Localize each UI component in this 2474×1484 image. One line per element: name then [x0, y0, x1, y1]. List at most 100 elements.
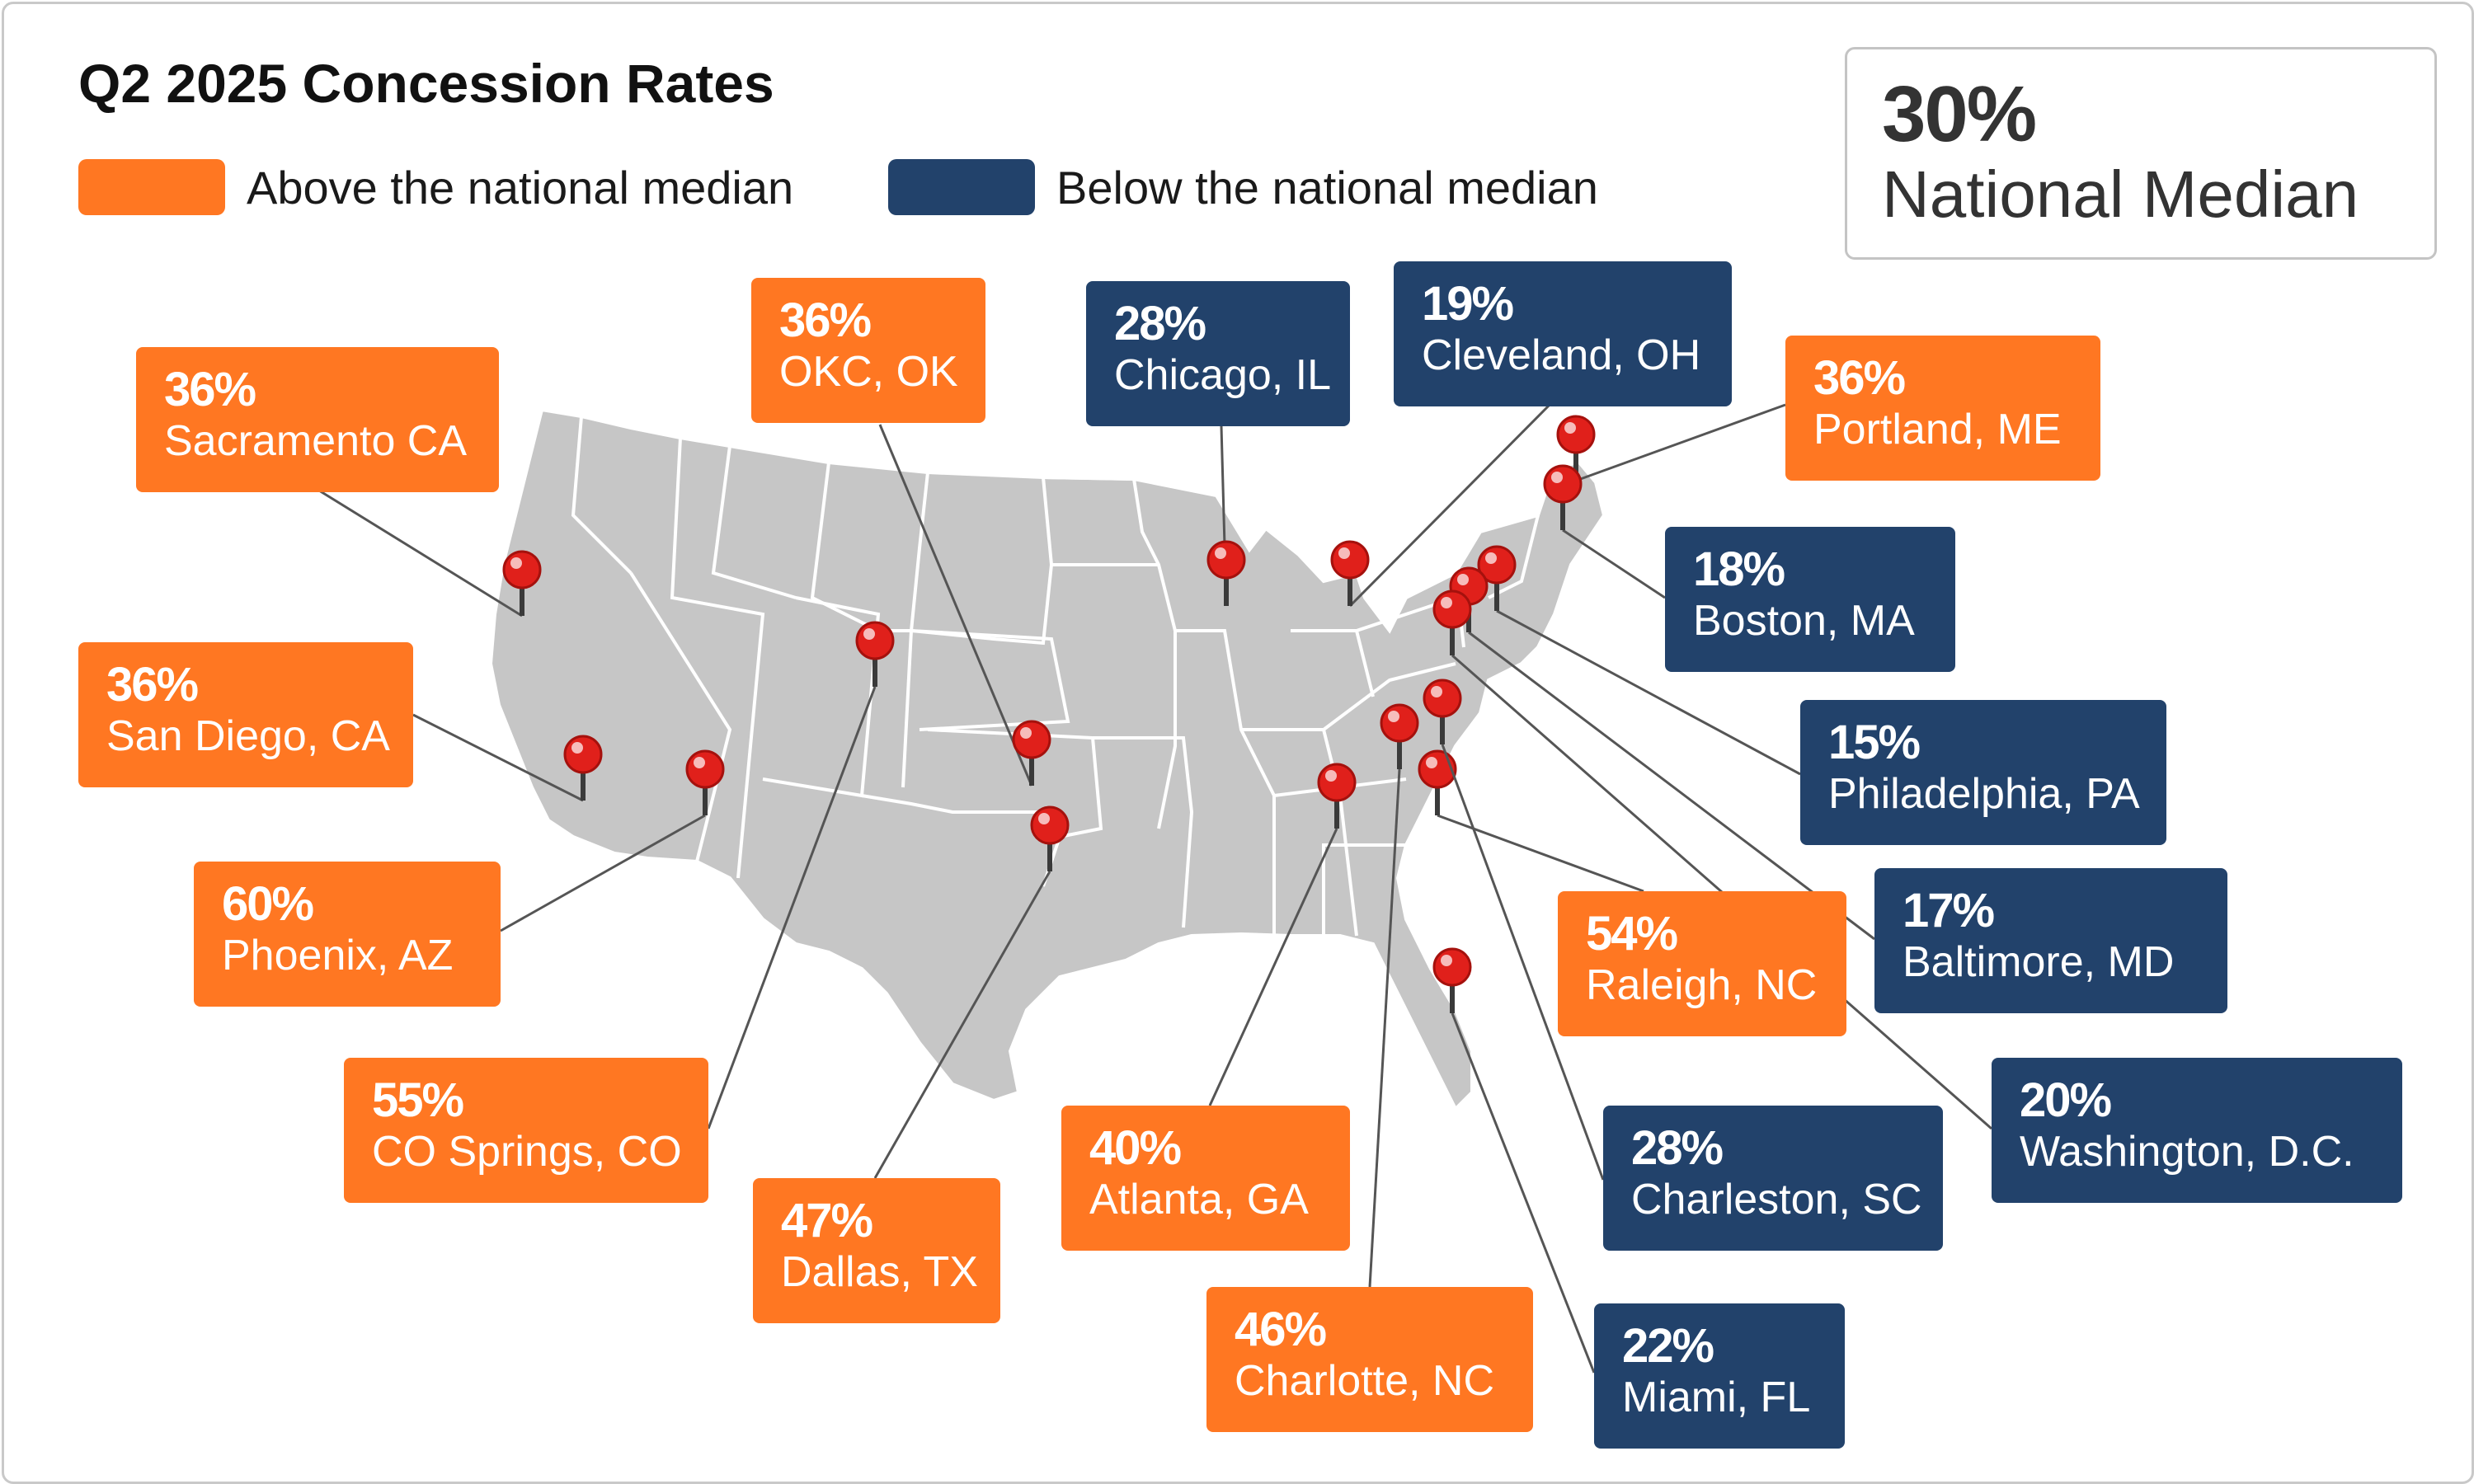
market-3-pin-highlight [863, 628, 875, 640]
market-3-rate: 55% [372, 1073, 464, 1127]
market-4-rate: 36% [779, 294, 872, 347]
market-0-leader-line [318, 489, 523, 618]
market-5-rate: 47% [781, 1194, 873, 1247]
market-15-pin-highlight [1441, 597, 1452, 608]
market-0-callout: 36% Sacramento CA [136, 347, 499, 492]
market-12-city: Philadelphia, PA [1828, 770, 2140, 818]
market-2-leader-line [500, 814, 706, 932]
market-11-pin-highlight [1551, 472, 1563, 483]
market-1-callout: 36% San Diego, CA [78, 642, 413, 787]
market-11-pin-icon[interactable] [1543, 464, 1583, 504]
market-13-callout: 17% Baltimore, MD [1874, 868, 2227, 1013]
legend-above-swatch [78, 159, 225, 215]
market-11-rate: 18% [1693, 542, 1785, 596]
market-13-city: Baltimore, MD [1903, 938, 2175, 986]
market-7-rate: 19% [1422, 277, 1514, 331]
market-10-city: Portland, ME [1813, 406, 2062, 453]
market-6-rate: 28% [1114, 297, 1206, 350]
market-12-callout: 15% Philadelphia, PA [1800, 700, 2166, 845]
market-1-pin-highlight [571, 742, 583, 754]
market-3-pin-icon[interactable] [855, 621, 895, 660]
market-8-city: Atlanta, GA [1089, 1176, 1309, 1223]
market-17-city: Miami, FL [1622, 1374, 1811, 1421]
market-17-pin-highlight [1441, 955, 1452, 966]
market-9-leader-line [1368, 768, 1401, 1288]
national-median-label: National Median [1882, 157, 2359, 231]
market-7-callout: 19% Cleveland, OH [1394, 261, 1732, 406]
market-0-pin-icon[interactable] [502, 550, 542, 589]
market-5-city: Dallas, TX [781, 1248, 978, 1296]
market-2-pin-icon[interactable] [685, 749, 725, 789]
market-4-leader-line [878, 424, 1033, 787]
market-10-callout: 36% Portland, ME [1785, 336, 2100, 481]
national-median-box: 30% National Median [1845, 47, 2437, 260]
market-3-callout: 55% CO Springs, CO [344, 1058, 708, 1203]
market-17-rate: 22% [1622, 1319, 1714, 1373]
legend-below-label: Below the national median [1056, 162, 1598, 214]
market-7-pin-highlight [1338, 547, 1350, 559]
legend-below-swatch [888, 159, 1035, 215]
market-14-leader-line [1437, 814, 1644, 893]
market-13-rate: 17% [1903, 884, 1995, 937]
market-17-callout: 22% Miami, FL [1594, 1303, 1845, 1449]
market-15-rate: 20% [2020, 1073, 2112, 1127]
market-9-pin-highlight [1388, 711, 1399, 722]
market-11-callout: 18% Boston, MA [1665, 527, 1955, 672]
market-3-city: CO Springs, CO [372, 1128, 682, 1176]
national-median-value: 30% [1882, 70, 2037, 158]
market-5-pin-icon[interactable] [1030, 805, 1070, 845]
market-10-leader-line [1575, 403, 1786, 482]
market-2-rate: 60% [222, 877, 314, 931]
market-2-callout: 60% Phoenix, AZ [194, 862, 501, 1007]
market-0-pin-highlight [510, 557, 522, 569]
market-16-leader-line [1441, 744, 1605, 1181]
market-8-pin-highlight [1325, 770, 1337, 782]
market-14-pin-icon[interactable] [1418, 749, 1457, 789]
market-14-callout: 54% Raleigh, NC [1558, 891, 1846, 1036]
market-8-rate: 40% [1089, 1121, 1182, 1175]
market-15-city: Washington, D.C. [2020, 1128, 2354, 1176]
legend-above-label: Above the national median [247, 162, 794, 214]
market-11-leader-line [1562, 528, 1666, 599]
market-9-pin-icon[interactable] [1380, 703, 1419, 743]
market-1-pin-icon[interactable] [563, 735, 603, 774]
market-13-pin-highlight [1457, 574, 1469, 585]
market-4-pin-highlight [1020, 727, 1032, 739]
market-8-callout: 40% Atlanta, GA [1061, 1106, 1350, 1251]
market-14-city: Raleigh, NC [1586, 961, 1818, 1009]
market-10-rate: 36% [1813, 351, 1906, 405]
market-12-rate: 15% [1828, 716, 1921, 769]
market-15-callout: 20% Washington, D.C. [1992, 1058, 2402, 1203]
market-10-pin-icon[interactable] [1556, 415, 1596, 454]
market-7-leader-line [1348, 398, 1556, 608]
market-5-leader-line [873, 871, 1051, 1179]
market-4-pin-icon[interactable] [1012, 720, 1051, 759]
market-12-pin-highlight [1485, 552, 1497, 564]
market-8-pin-icon[interactable] [1317, 763, 1357, 802]
market-7-pin-icon[interactable] [1330, 540, 1370, 580]
market-6-pin-highlight [1215, 547, 1226, 559]
market-6-pin-icon[interactable] [1206, 540, 1246, 580]
market-0-city: Sacramento CA [164, 417, 468, 465]
market-3-leader-line [707, 686, 877, 1129]
market-15-pin-icon[interactable] [1432, 589, 1472, 629]
market-2-pin-highlight [694, 757, 705, 768]
market-9-callout: 46% Charlotte, NC [1206, 1287, 1533, 1432]
market-0-rate: 36% [164, 363, 256, 416]
market-16-pin-highlight [1431, 686, 1442, 697]
market-1-leader-line [412, 713, 584, 802]
market-16-pin-icon[interactable] [1423, 679, 1462, 718]
market-5-callout: 47% Dallas, TX [753, 1178, 1000, 1323]
market-14-pin-highlight [1426, 757, 1437, 768]
market-12-leader-line [1496, 609, 1801, 776]
market-1-rate: 36% [106, 658, 199, 711]
market-4-callout: 36% OKC, OK [751, 278, 985, 423]
market-16-city: Charleston, SC [1631, 1176, 1922, 1223]
us-map [318, 398, 1992, 1374]
market-16-callout: 28% Charleston, SC [1603, 1106, 1943, 1251]
market-17-leader-line [1451, 1012, 1596, 1374]
market-8-leader-line [1208, 828, 1338, 1106]
market-6-callout: 28% Chicago, IL [1086, 281, 1350, 426]
market-17-pin-icon[interactable] [1432, 947, 1472, 987]
